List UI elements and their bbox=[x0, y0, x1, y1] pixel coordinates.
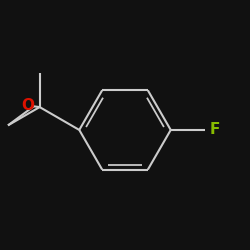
Text: F: F bbox=[210, 122, 220, 138]
Text: O: O bbox=[21, 98, 34, 112]
